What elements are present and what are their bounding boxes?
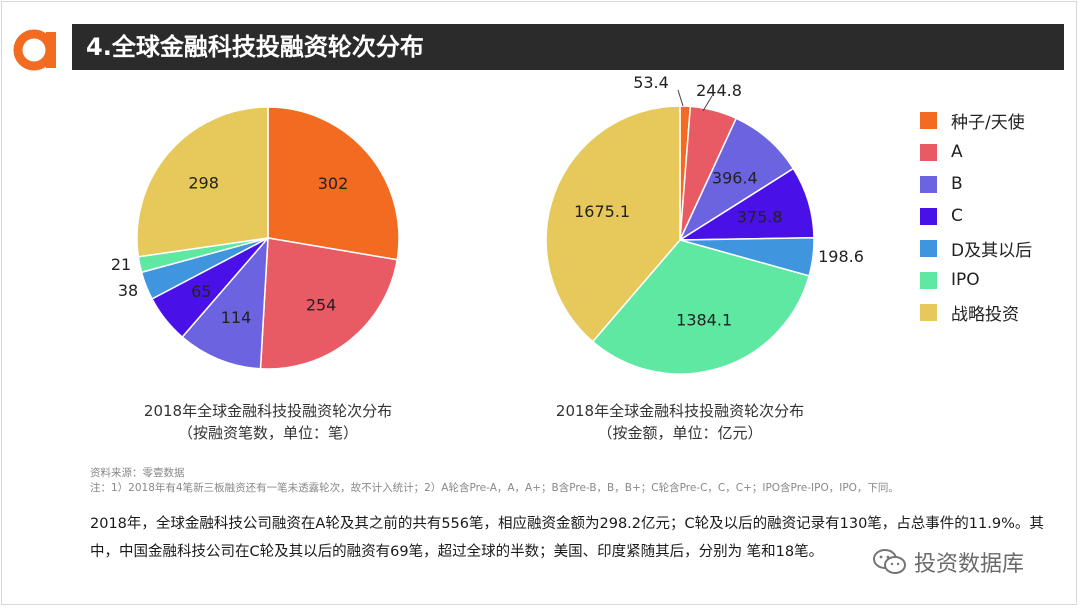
- chart1-subtitle: （按融资笔数，单位：笔）: [177, 424, 358, 442]
- body-paragraph: 2018年，全球金融科技公司融资在A轮及其之前的共有556笔，相应融资金额为29…: [90, 516, 1044, 560]
- source-note: 资料来源：零壹数据 注：1）2018年有4笔新三板融资还有一笔未透露轮次，故不计…: [90, 466, 899, 496]
- chart2-caption: 2018年全球金融科技投融资轮次分布 （按金额，单位：亿元）: [540, 400, 820, 444]
- legend-swatch: [920, 303, 937, 321]
- data-label: 21: [111, 255, 131, 274]
- pie-slice: [267, 106, 400, 261]
- leader-line: [677, 89, 684, 107]
- chart-legend: 种子/天使 A B C D及其以后 IPO 战略投资: [920, 104, 1032, 328]
- data-label: 198.6: [818, 247, 864, 266]
- data-label: 254: [306, 296, 337, 315]
- data-label: 1384.1: [676, 310, 732, 329]
- data-label: 302: [318, 174, 349, 193]
- legend-label: 战略投资: [951, 304, 1019, 325]
- legend-item: B: [920, 168, 1032, 200]
- legend-swatch: [920, 111, 937, 129]
- data-label: 244.8: [696, 81, 742, 100]
- watermark: 投资数据库: [872, 546, 1024, 578]
- pie-slice: [545, 105, 681, 343]
- data-label: 396.4: [712, 169, 758, 188]
- leader-line: [702, 95, 713, 112]
- legend-label: B: [951, 174, 963, 194]
- legend-label: A: [951, 142, 963, 162]
- brand-logo-icon: [13, 29, 56, 71]
- legend-item: 种子/天使: [920, 104, 1032, 136]
- data-label: 298: [188, 173, 219, 192]
- data-label: 38: [118, 281, 138, 300]
- legend-swatch: [920, 143, 937, 161]
- watermark-text: 投资数据库: [914, 552, 1025, 577]
- chart1-title: 2018年全球金融科技投融资轮次分布: [143, 402, 393, 420]
- data-label: 1675.1: [574, 202, 630, 221]
- pie-slice: [591, 239, 811, 375]
- legend-item: 战略投资: [920, 296, 1032, 328]
- pie-slice: [136, 106, 269, 258]
- legend-swatch: [920, 175, 937, 193]
- footnote-line: 注：1）2018年有4笔新三板融资还有一笔未透露轮次，故不计入统计；2）A轮含P…: [90, 482, 899, 494]
- chart1-caption: 2018年全球金融科技投融资轮次分布 （按融资笔数，单位：笔）: [128, 400, 408, 444]
- legend-label: D及其以后: [951, 240, 1033, 261]
- page-title: 4.全球金融科技投融资轮次分布: [86, 33, 424, 61]
- legend-swatch: [920, 207, 937, 225]
- legend-item: D及其以后: [920, 232, 1032, 264]
- data-label: 65: [191, 282, 211, 301]
- wechat-icon: [873, 549, 906, 574]
- legend-swatch: [920, 239, 937, 257]
- legend-item: A: [920, 136, 1032, 168]
- legend-label: C: [951, 206, 963, 226]
- title-bar: 4.全球金融科技投融资轮次分布: [72, 24, 1064, 70]
- legend-item: IPO: [920, 264, 1032, 296]
- chart2-subtitle: （按金额，单位：亿元）: [597, 424, 763, 442]
- pie-slice: [259, 237, 399, 370]
- data-label: 114: [221, 308, 252, 327]
- legend-label: IPO: [951, 270, 980, 290]
- chart2-title: 2018年全球金融科技投融资轮次分布: [555, 402, 805, 420]
- legend-item: C: [920, 200, 1032, 232]
- data-label: 375.8: [737, 207, 783, 226]
- legend-swatch: [920, 271, 937, 289]
- source-line: 资料来源：零壹数据: [90, 467, 185, 479]
- pie-slice: [181, 235, 269, 370]
- legend-label: 种子/天使: [951, 112, 1025, 133]
- pie-charts: 302 254 114 65 38 21 298 53.4 244.8 396.4 375.8 198…: [111, 73, 864, 375]
- data-label: 53.4: [633, 73, 669, 92]
